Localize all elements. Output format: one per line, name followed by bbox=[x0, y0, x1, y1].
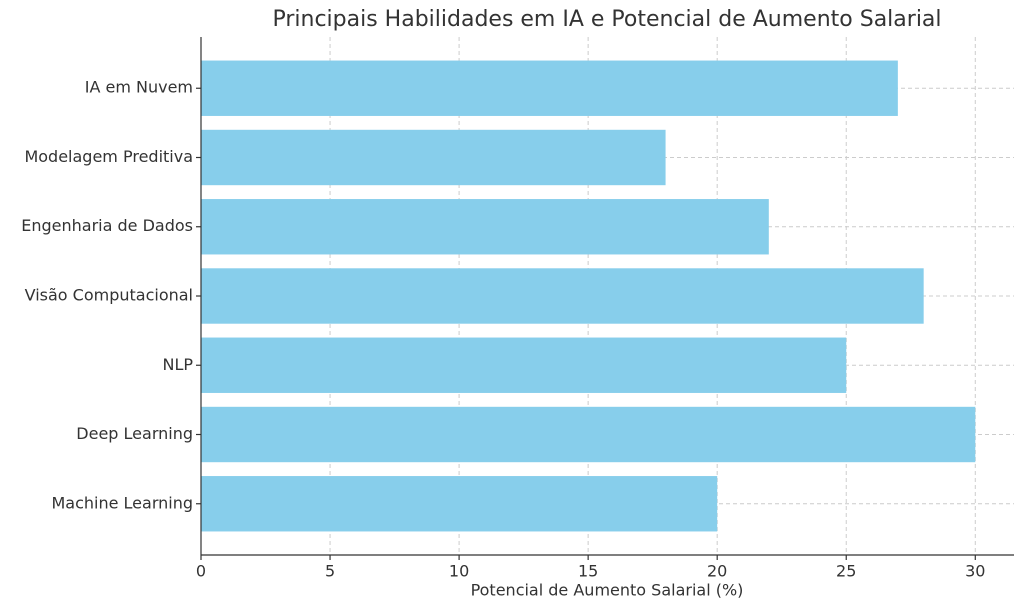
x-tick-label: 15 bbox=[578, 562, 598, 581]
bar bbox=[201, 476, 718, 532]
bar bbox=[201, 268, 924, 324]
y-tick-label: Deep Learning bbox=[76, 424, 193, 443]
bar bbox=[201, 129, 666, 186]
x-tick-label: 0 bbox=[196, 562, 206, 581]
x-tick-label: 10 bbox=[449, 562, 469, 581]
x-tick-label: 25 bbox=[836, 562, 856, 581]
bar bbox=[201, 60, 898, 116]
y-tick-label: NLP bbox=[162, 355, 193, 374]
x-tick-label: 30 bbox=[965, 562, 985, 581]
y-tick-label: IA em Nuvem bbox=[85, 78, 193, 97]
y-tick-label: Engenharia de Dados bbox=[21, 216, 193, 235]
x-tick-label: 20 bbox=[707, 562, 727, 581]
y-tick-label: Modelagem Preditiva bbox=[24, 147, 193, 166]
x-axis-label: Potencial de Aumento Salarial (%) bbox=[471, 581, 744, 600]
y-tick-label: Visão Computacional bbox=[25, 286, 193, 305]
y-tick-label: Machine Learning bbox=[51, 493, 193, 512]
bar bbox=[201, 406, 976, 463]
chart-title: Principais Habilidades em IA e Potencial… bbox=[272, 7, 941, 32]
bar bbox=[201, 337, 847, 393]
bar bbox=[201, 199, 769, 255]
x-tick-label: 5 bbox=[325, 562, 335, 581]
